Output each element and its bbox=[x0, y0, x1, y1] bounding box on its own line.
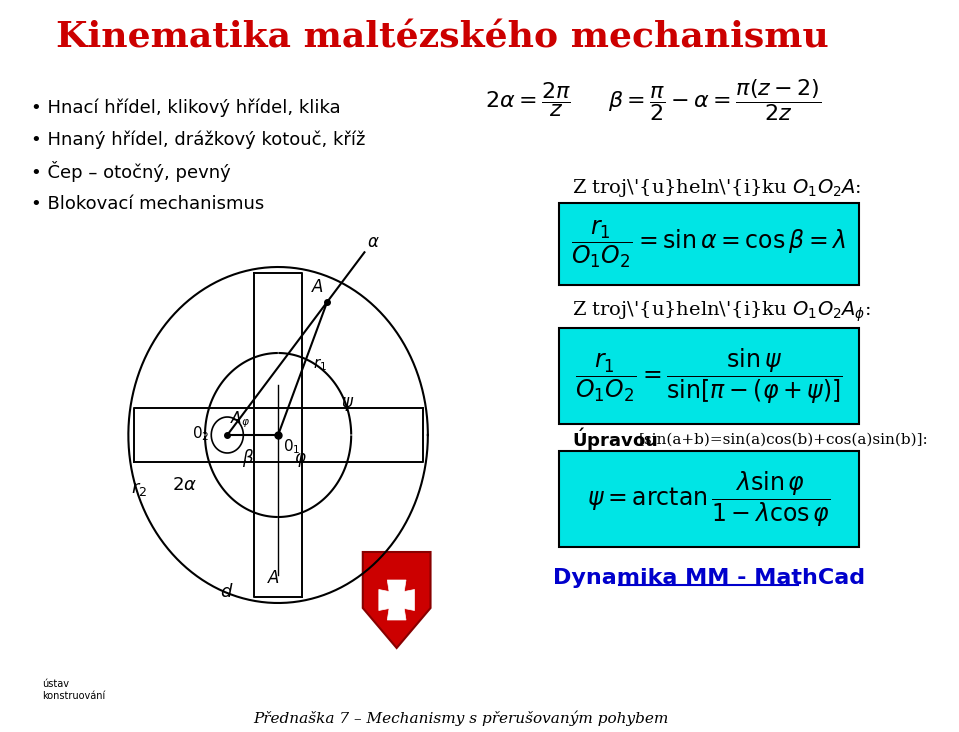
Text: $\dfrac{r_1}{O_1O_2} = \sin\alpha = \cos\beta = \lambda$: $\dfrac{r_1}{O_1O_2} = \sin\alpha = \cos… bbox=[572, 218, 846, 270]
Text: $\beta = \dfrac{\pi}{2} - \alpha = \dfrac{\pi(z-2)}{2z}$: $\beta = \dfrac{\pi}{2} - \alpha = \dfra… bbox=[608, 77, 822, 123]
Text: Kinematika maltézského mechanismu: Kinematika maltézského mechanismu bbox=[56, 21, 829, 55]
Text: $\dfrac{r_1}{O_1O_2} = \dfrac{\sin\psi}{\sin[\pi-(\varphi+\psi)]}$: $\dfrac{r_1}{O_1O_2} = \dfrac{\sin\psi}{… bbox=[574, 346, 843, 406]
Text: $\psi$: $\psi$ bbox=[340, 395, 354, 413]
Text: $2\alpha$: $2\alpha$ bbox=[172, 476, 198, 494]
Polygon shape bbox=[379, 589, 397, 610]
Text: • Hnaný hřídel, drážkový kotouč, kříž: • Hnaný hřídel, drážkový kotouč, kříž bbox=[32, 131, 365, 149]
FancyBboxPatch shape bbox=[559, 451, 859, 547]
Text: Z troj\'{u}heln\'{i}ku $O_1O_2A$:: Z troj\'{u}heln\'{i}ku $O_1O_2A$: bbox=[573, 177, 862, 199]
Text: [sin(a+b)=sin(a)cos(b)+cos(a)sin(b)]:: [sin(a+b)=sin(a)cos(b)+cos(a)sin(b)]: bbox=[639, 433, 929, 447]
Text: $r_2$: $r_2$ bbox=[131, 480, 147, 498]
Polygon shape bbox=[363, 552, 431, 648]
Text: $A_\varphi$: $A_\varphi$ bbox=[230, 409, 250, 430]
Text: $0_1$: $0_1$ bbox=[283, 437, 300, 456]
Text: Z troj\'{u}heln\'{i}ku $O_1O_2A_\phi$:: Z troj\'{u}heln\'{i}ku $O_1O_2A_\phi$: bbox=[573, 299, 872, 324]
Text: Dynamika MM - MathCad: Dynamika MM - MathCad bbox=[552, 568, 865, 588]
FancyBboxPatch shape bbox=[559, 203, 859, 285]
Polygon shape bbox=[397, 589, 414, 610]
Text: Přednaška 7 – Mechanismy s přerušovaným pohybem: Přednaška 7 – Mechanismy s přerušovaným … bbox=[253, 710, 668, 725]
FancyBboxPatch shape bbox=[559, 328, 859, 424]
Text: • Čep – otočný, pevný: • Čep – otočný, pevný bbox=[32, 162, 231, 182]
Text: $0_2$: $0_2$ bbox=[192, 424, 209, 443]
Polygon shape bbox=[387, 580, 406, 600]
Text: • Blokovací mechanismus: • Blokovací mechanismus bbox=[32, 195, 265, 213]
Text: $\varphi$: $\varphi$ bbox=[294, 451, 307, 469]
Text: $\beta$: $\beta$ bbox=[243, 447, 254, 469]
Text: $\mathbf{\acute{U}pravou}$: $\mathbf{\acute{U}pravou}$ bbox=[573, 427, 658, 453]
Text: $\psi = \arctan\dfrac{\lambda\sin\varphi}{1-\lambda\cos\varphi}$: $\psi = \arctan\dfrac{\lambda\sin\varphi… bbox=[587, 469, 830, 529]
Text: $d$: $d$ bbox=[221, 583, 234, 601]
Text: $A$: $A$ bbox=[311, 278, 324, 296]
Text: $r_1$: $r_1$ bbox=[313, 356, 327, 373]
Text: • Hnací hřídel, klikový hřídel, klika: • Hnací hřídel, klikový hřídel, klika bbox=[32, 99, 340, 117]
Text: $\alpha$: $\alpha$ bbox=[367, 234, 380, 251]
Text: ústav
konstruování: ústav konstruování bbox=[42, 679, 105, 701]
Text: $A$: $A$ bbox=[268, 569, 280, 587]
Polygon shape bbox=[387, 600, 406, 620]
Text: $2\alpha = \dfrac{2\pi}{z}$: $2\alpha = \dfrac{2\pi}{z}$ bbox=[484, 81, 571, 119]
